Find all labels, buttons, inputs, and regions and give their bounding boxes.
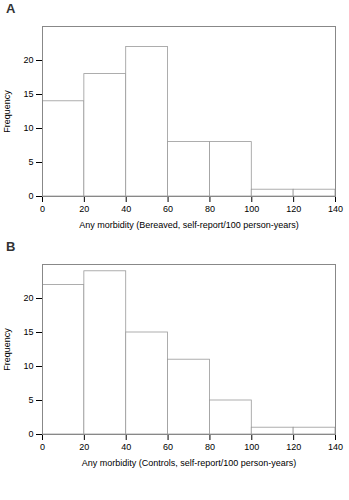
svg-text:0: 0 — [40, 204, 45, 214]
svg-text:80: 80 — [205, 442, 215, 452]
svg-text:5: 5 — [28, 395, 33, 405]
svg-text:Frequency: Frequency — [2, 90, 12, 133]
svg-text:20: 20 — [23, 293, 33, 303]
svg-text:Any morbidity (Controls, self-: Any morbidity (Controls, self-report/100… — [82, 458, 297, 468]
svg-text:20: 20 — [79, 204, 89, 214]
svg-text:140: 140 — [328, 204, 343, 214]
svg-text:120: 120 — [286, 442, 301, 452]
svg-text:Any morbidity (Bereaved, self-: Any morbidity (Bereaved, self-report/100… — [79, 220, 299, 230]
svg-text:10: 10 — [23, 361, 33, 371]
svg-text:0: 0 — [40, 442, 45, 452]
svg-text:15: 15 — [23, 89, 33, 99]
html-text:B: B — [6, 239, 16, 254]
html-text:A: A — [6, 1, 16, 16]
svg-text:60: 60 — [163, 442, 173, 452]
svg-text:60: 60 — [163, 204, 173, 214]
svg-text:100: 100 — [244, 442, 259, 452]
svg-text:140: 140 — [328, 442, 343, 452]
svg-text:100: 100 — [244, 204, 259, 214]
svg-text:20: 20 — [23, 55, 33, 65]
svg-text:Frequency: Frequency — [2, 328, 12, 371]
svg-text:80: 80 — [205, 204, 215, 214]
svg-text:15: 15 — [23, 327, 33, 337]
svg-text:10: 10 — [23, 123, 33, 133]
svg-text:0: 0 — [28, 191, 33, 201]
svg-text:40: 40 — [121, 204, 131, 214]
svg-text:120: 120 — [286, 204, 301, 214]
svg-text:5: 5 — [28, 157, 33, 167]
svg-text:20: 20 — [79, 442, 89, 452]
svg-text:0: 0 — [28, 429, 33, 439]
svg-text:40: 40 — [121, 442, 131, 452]
